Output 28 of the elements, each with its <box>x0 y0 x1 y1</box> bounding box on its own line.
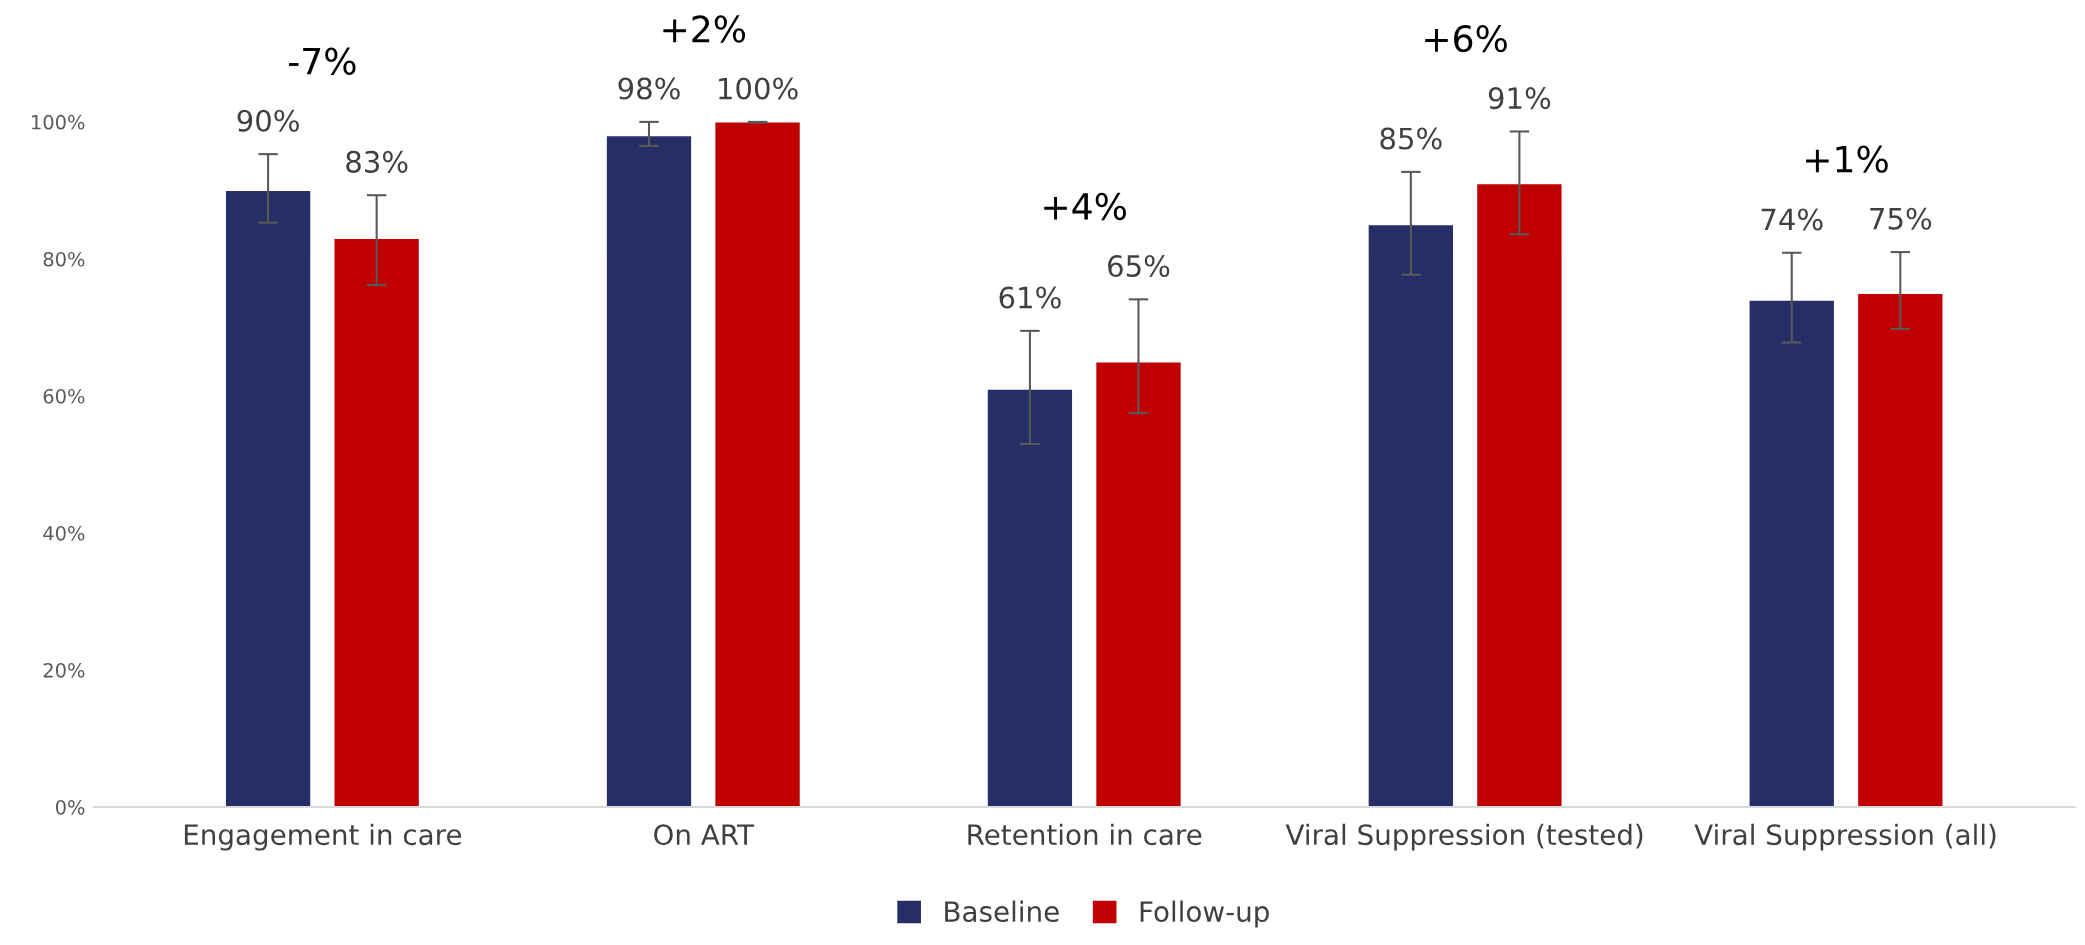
data-label: 90% <box>237 109 299 132</box>
annotation: +4% <box>1044 192 1126 221</box>
text: -7% <box>288 47 356 75</box>
y-tick-label: 100% <box>32 114 85 130</box>
text: +2% <box>663 15 746 43</box>
data-label: 100% <box>719 77 798 100</box>
legend-label: Baseline <box>945 900 1059 923</box>
text: +6% <box>1425 24 1507 53</box>
data-label: 85% <box>1380 127 1442 150</box>
data-label: 65% <box>1108 254 1170 278</box>
data-label: 75% <box>1870 207 1932 230</box>
y-tick-label: 20% <box>43 662 85 678</box>
data-label: 98% <box>618 77 680 100</box>
y-tick-label: 40% <box>43 525 85 541</box>
x-tick-label: Viral Suppression (tested) <box>1285 823 1643 851</box>
data-label: 91% <box>1488 87 1551 110</box>
data-label: 61% <box>999 286 1061 309</box>
annotation: +1% <box>1806 145 1888 173</box>
data-label: 83% <box>346 150 408 173</box>
x-tick-label: Engagement in care <box>184 823 462 851</box>
legend-label: Follow-up <box>1140 900 1269 928</box>
data-label: 74% <box>1761 208 1823 231</box>
y-tick-label: 0% <box>55 799 85 815</box>
x-tick-label: On ART <box>654 824 755 846</box>
y-tick-label: 80% <box>43 251 85 267</box>
y-tick-label: 60% <box>43 388 85 404</box>
x-tick-label: Retention in care <box>968 823 1202 846</box>
x-tick-label: Viral Suppression (all) <box>1694 823 1996 851</box>
